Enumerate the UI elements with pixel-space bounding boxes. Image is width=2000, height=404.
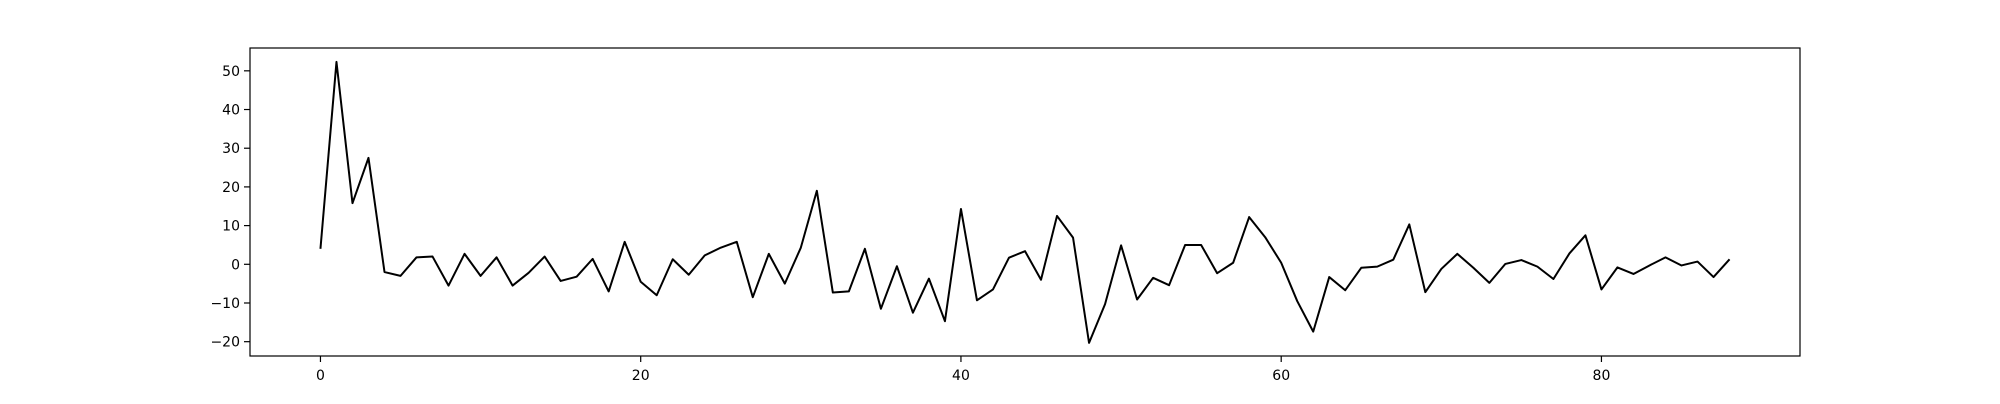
y-tick-label: 50: [222, 64, 240, 80]
plot-frame: [250, 48, 1800, 356]
y-tick-label: 40: [222, 103, 240, 119]
y-tick-label: −20: [210, 335, 240, 351]
y-tick-label: 10: [222, 219, 240, 235]
y-tick-label: −10: [210, 296, 240, 312]
y-tick-label: 30: [222, 141, 240, 157]
x-tick-label: 60: [1272, 368, 1290, 384]
x-axis: 0 20 40 60 80: [316, 356, 1610, 384]
x-tick-label: 20: [632, 368, 650, 384]
plot-area: [250, 48, 1800, 356]
x-tick-label: 0: [316, 368, 325, 384]
series-line-0: [320, 62, 1729, 343]
y-axis: −20 −10 0 10 20 30 40 50: [210, 64, 250, 351]
x-tick-label: 40: [952, 368, 970, 384]
x-tick-label: 80: [1593, 368, 1611, 384]
y-tick-label: 0: [231, 257, 240, 273]
y-tick-label: 20: [222, 180, 240, 196]
